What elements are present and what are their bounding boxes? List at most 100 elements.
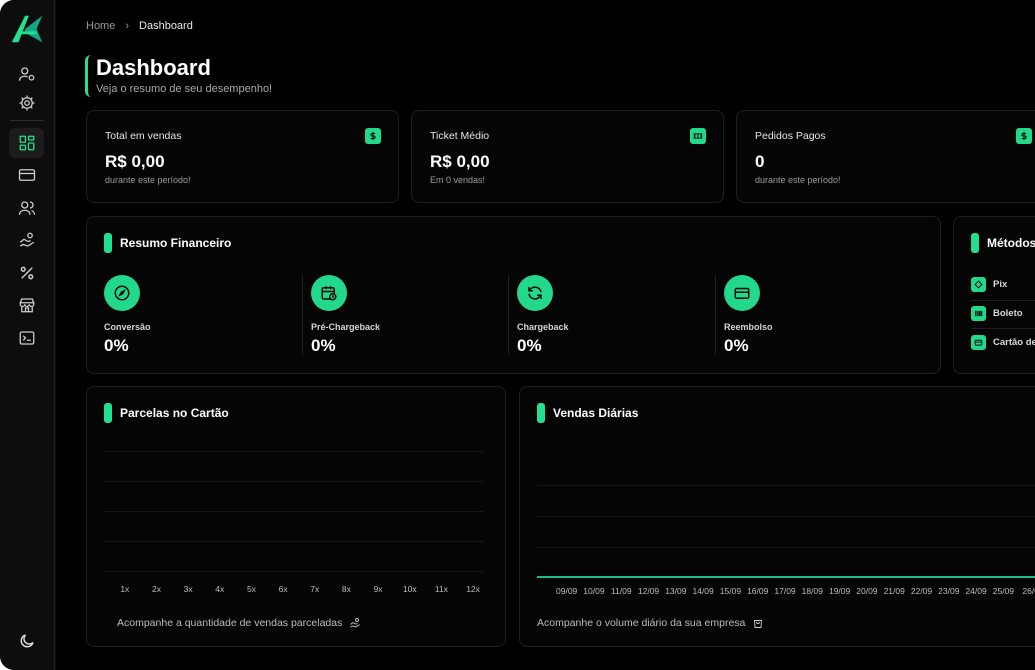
x-tick-label: 18/09 xyxy=(801,586,823,596)
x-tick-label: 11/09 xyxy=(610,586,632,596)
grid-line xyxy=(104,571,484,572)
resumo-financeiro-card: Resumo Financeiro Conversão 0% Pré-Charg… xyxy=(86,216,941,374)
terminal-icon[interactable] xyxy=(9,323,44,353)
section-title: Métodos xyxy=(987,236,1035,250)
x-tick-label: 12/09 xyxy=(637,586,660,596)
user-settings-icon[interactable] xyxy=(9,59,44,89)
stat-label: Total em vendas xyxy=(105,130,182,142)
x-tick-label: 22/09 xyxy=(910,586,933,596)
method-label: Cartão de xyxy=(993,337,1035,348)
section-accent-bar xyxy=(971,233,979,253)
metric-value: 0% xyxy=(104,336,129,355)
main-content: Home › Dashboard Dashboard Veja o resumo… xyxy=(56,0,1035,670)
x-tick-label: 17/09 xyxy=(774,586,796,596)
metric-value: 0% xyxy=(724,336,749,355)
breadcrumb-home[interactable]: Home xyxy=(86,20,116,32)
barcode-icon xyxy=(971,306,986,321)
compass-icon xyxy=(104,275,140,311)
card-icon xyxy=(971,335,986,350)
page-subtitle: Veja o resumo de seu desempenho! xyxy=(96,83,273,95)
users-icon[interactable] xyxy=(9,193,44,223)
x-tick-label: 8x xyxy=(341,584,351,594)
grid-line xyxy=(104,541,484,542)
dollar-icon xyxy=(365,128,381,144)
x-tick-label: 26/0 xyxy=(1022,586,1035,596)
x-tick-label: 16/09 xyxy=(747,586,769,596)
sidebar-divider xyxy=(10,120,44,121)
dashboard-icon[interactable] xyxy=(9,128,44,158)
page-header: Dashboard Veja o resumo de seu desempenh… xyxy=(85,55,272,97)
section-accent-bar xyxy=(537,403,545,423)
metric-pre-chargeback: Pré-Chargeback 0% xyxy=(311,275,501,357)
section-header: Métodos xyxy=(971,233,1035,253)
x-tick-label: 6x xyxy=(278,584,288,594)
card-icon xyxy=(724,275,760,311)
grid-line xyxy=(537,485,1035,486)
x-tick-label: 3x xyxy=(183,584,193,594)
ticket-icon xyxy=(690,128,706,144)
footer-text: Acompanhe a quantidade de vendas parcela… xyxy=(117,617,343,629)
x-tick-label: 1x xyxy=(120,584,130,594)
stat-value: R$ 0,00 xyxy=(430,152,490,171)
section-title: Vendas Diárias xyxy=(553,406,639,420)
stat-note: Em 0 vendas! xyxy=(430,175,486,185)
stat-card-ticket-medio: Ticket Médio R$ 0,00 Em 0 vendas! xyxy=(411,110,724,203)
pix-icon xyxy=(971,277,986,292)
parcelas-card: Parcelas no Cartão 1x 2x 3x 4x 5x 6x 7x 8x 9x 10x… xyxy=(86,386,506,647)
x-tick-label: 20/09 xyxy=(856,586,878,596)
method-cartao: Cartão de xyxy=(971,335,1035,350)
gear-icon[interactable] xyxy=(9,88,44,118)
section-title: Parcelas no Cartão xyxy=(120,406,229,420)
section-header: Resumo Financeiro xyxy=(104,233,231,253)
percent-icon[interactable] xyxy=(9,258,44,288)
store-icon[interactable] xyxy=(9,290,44,320)
stat-label: Ticket Médio xyxy=(430,130,490,142)
refresh-icon xyxy=(517,275,553,311)
x-tick-label: 09/09 xyxy=(556,586,578,596)
grid-line xyxy=(537,516,1035,517)
metric-chargeback: Chargeback 0% xyxy=(517,275,707,357)
method-divider xyxy=(971,328,1035,329)
sidebar xyxy=(0,0,55,670)
moon-icon[interactable] xyxy=(9,626,44,656)
metric-label: Reembolso xyxy=(724,322,773,332)
stat-note: durante este período! xyxy=(105,175,191,185)
section-accent-bar xyxy=(104,233,112,253)
section-header: Parcelas no Cartão xyxy=(104,403,229,423)
section-title: Resumo Financeiro xyxy=(120,236,232,250)
breadcrumb-separator: › xyxy=(125,20,130,32)
chart-footer: Acompanhe o volume diário da sua empresa xyxy=(537,617,764,629)
logo[interactable] xyxy=(8,10,46,48)
vendas-diarias-card: Vendas Diárias 09/09 10/09 11/09 12/09 13/09… xyxy=(519,386,1035,647)
x-tick-label: 7x xyxy=(310,584,320,594)
x-tick-label: 10/09 xyxy=(583,586,605,596)
stat-card-total-vendas: Total em vendas R$ 0,00 durante este per… xyxy=(86,110,399,203)
metric-value: 0% xyxy=(517,336,542,355)
x-tick-label: 24/09 xyxy=(965,586,987,596)
hand-money-icon[interactable] xyxy=(9,225,44,255)
card-icon[interactable] xyxy=(9,160,44,190)
metric-label: Conversão xyxy=(104,322,151,332)
x-axis-labels: 1x 2x 3x 4x 5x 6x 7x 8x 9x 10x 11x 12x xyxy=(109,584,489,594)
x-tick-label: 11x xyxy=(434,584,448,594)
x-tick-label: 5x xyxy=(246,584,256,594)
x-tick-label: 2x xyxy=(151,584,161,594)
metric-label: Chargeback xyxy=(517,322,569,332)
x-tick-label: 12x xyxy=(466,584,480,594)
breadcrumb-current: Dashboard xyxy=(139,20,193,32)
metric-divider xyxy=(508,275,509,355)
stat-label: Pedidos Pagos xyxy=(755,130,826,142)
section-header: Vendas Diárias xyxy=(537,403,638,423)
x-tick-label: 9x xyxy=(373,584,383,594)
line-chart xyxy=(537,576,1035,578)
metric-label: Pré-Chargeback xyxy=(311,322,381,332)
page-title: Dashboard xyxy=(96,55,211,80)
metodos-card: Métodos Pix Boleto Cartão de xyxy=(953,216,1035,374)
metric-reembolso: Reembolso 0% xyxy=(724,275,914,357)
hand-money-icon xyxy=(350,618,361,628)
x-tick-label: 19/09 xyxy=(828,586,851,596)
metric-divider xyxy=(715,275,716,355)
dollar-icon xyxy=(1016,128,1032,144)
breadcrumb: Home › Dashboard xyxy=(86,20,193,32)
